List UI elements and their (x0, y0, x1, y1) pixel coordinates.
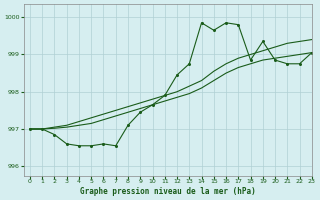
X-axis label: Graphe pression niveau de la mer (hPa): Graphe pression niveau de la mer (hPa) (80, 187, 256, 196)
